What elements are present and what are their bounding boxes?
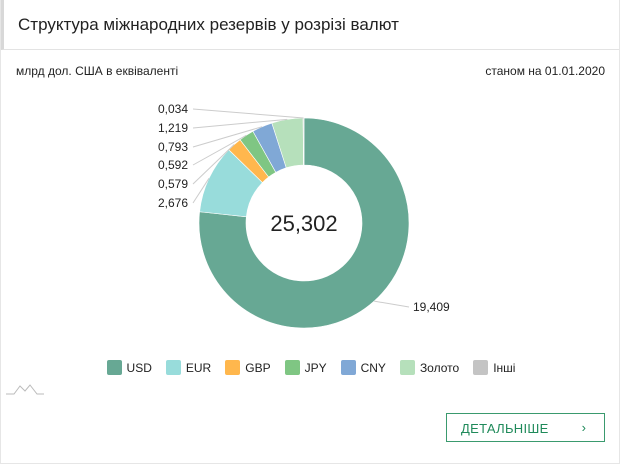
- legend-label: Золото: [419, 360, 460, 375]
- leader-line: [192, 178, 210, 204]
- legend-swatch: [106, 360, 122, 375]
- legend-swatch: [340, 360, 356, 375]
- chevron-right-icon: ›: [581, 420, 586, 435]
- data-label-cny: 0,793: [158, 140, 188, 154]
- data-label-золото: 1,219: [158, 121, 188, 135]
- legend-item-eur[interactable]: EUR: [165, 360, 212, 375]
- legend-label: USD: [126, 360, 152, 375]
- slice-інші[interactable]: [302, 117, 305, 166]
- leader-line: [192, 108, 304, 119]
- card-header: Структура міжнародних резервів у розрізі…: [1, 0, 619, 50]
- details-button-label: ДЕТАЛЬНІШЕ: [461, 421, 549, 436]
- legend-item-інші[interactable]: Інші: [473, 360, 515, 375]
- donut-chart: 25,302 19,409 2,676 0,579 0,592 0,793 1,219 0,…: [158, 102, 450, 329]
- legend-label: GBP: [245, 360, 271, 375]
- leader-line: [374, 300, 410, 308]
- legend-item-usd[interactable]: USD: [106, 360, 152, 375]
- center-total-label: 25,302: [270, 211, 337, 236]
- legend-swatch: [165, 360, 181, 375]
- slice-usd[interactable]: [198, 117, 410, 329]
- legend-swatch: [284, 360, 300, 375]
- legend-label: JPY: [304, 360, 327, 375]
- data-label-jpy: 0,592: [158, 158, 188, 172]
- leader-line: [192, 126, 263, 148]
- data-label-інші: 0,034: [158, 102, 188, 116]
- chart-legend: USD EUR GBP JPY CNY Золото Інші: [1, 360, 620, 375]
- data-label-eur: 2,676: [158, 196, 188, 210]
- legend-item-jpy[interactable]: JPY: [284, 360, 327, 375]
- leader-line: [192, 134, 247, 166]
- legend-label: EUR: [185, 360, 212, 375]
- legend-label: CNY: [360, 360, 386, 375]
- data-label-gbp: 0,579: [158, 177, 188, 191]
- unit-label: млрд дол. США в еквіваленті: [16, 64, 179, 78]
- legend-label: Інші: [493, 360, 516, 375]
- date-label: станом на 01.01.2020: [485, 64, 605, 78]
- legend-item-gbp[interactable]: GBP: [225, 360, 271, 375]
- leader-line: [192, 144, 235, 185]
- legend-swatch: [399, 360, 415, 375]
- page-title: Структура міжнародних резервів у розрізі…: [18, 15, 399, 34]
- legend-item-золото[interactable]: Золото: [399, 360, 460, 375]
- details-button[interactable]: ДЕТАЛЬНІШЕ ›: [446, 413, 605, 442]
- legend-swatch: [473, 360, 489, 375]
- data-label-usd: 19,409: [413, 300, 450, 314]
- logo-icon: [6, 384, 44, 395]
- leader-line: [192, 118, 288, 129]
- legend-item-cny[interactable]: CNY: [340, 360, 386, 375]
- legend-swatch: [225, 360, 241, 375]
